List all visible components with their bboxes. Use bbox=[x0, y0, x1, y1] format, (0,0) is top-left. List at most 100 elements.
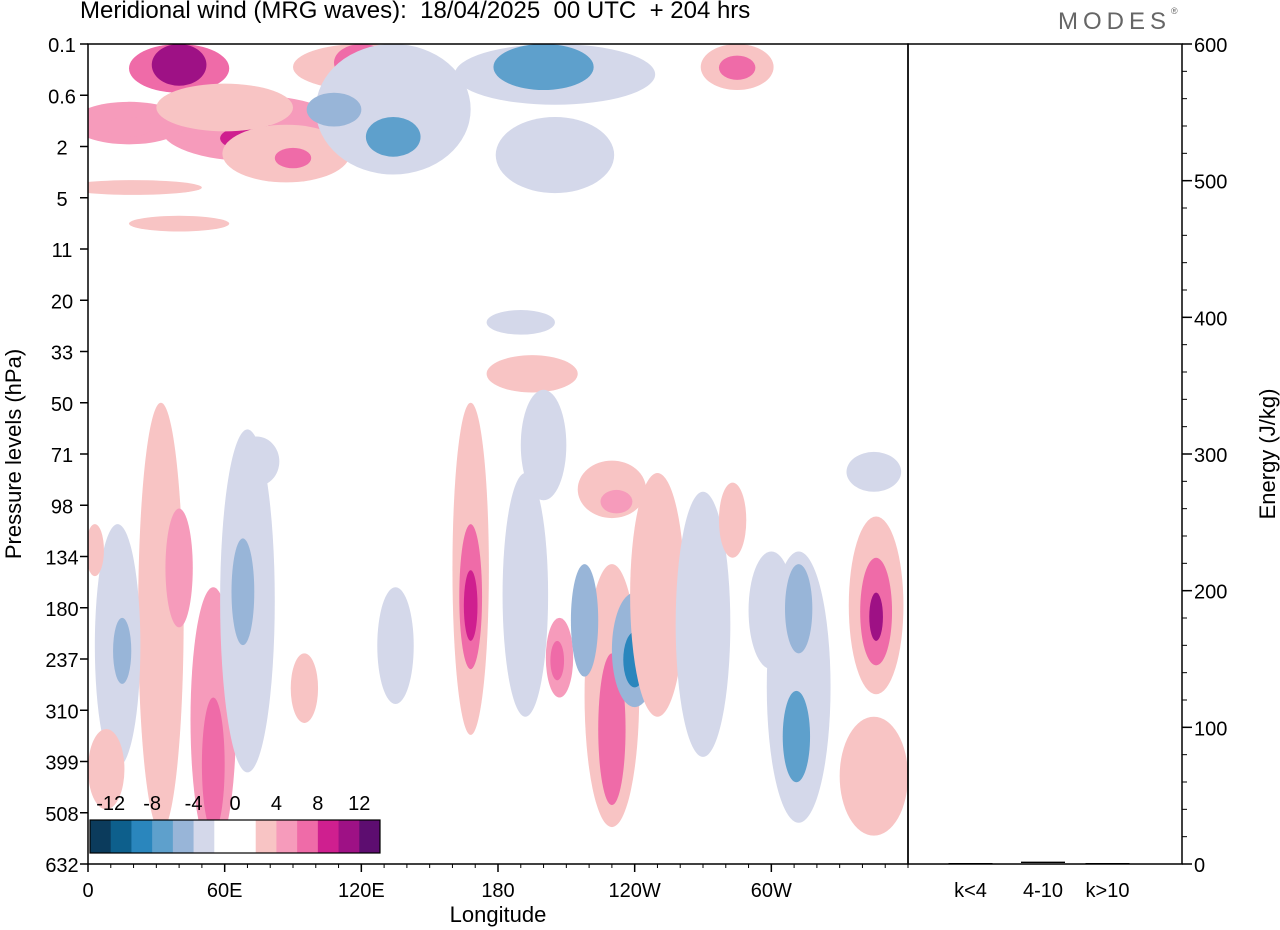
contour-region-40 bbox=[782, 690, 811, 783]
contour-region-15 bbox=[315, 44, 471, 175]
contour-region-48 bbox=[165, 508, 193, 628]
colorbar-swatch bbox=[276, 820, 298, 853]
y-axis: 0.1 0.6 2 5 11 20 33 50 71 98 134 180 237 310 399 508 63… bbox=[45, 35, 88, 877]
colorbar-swatch bbox=[172, 820, 195, 853]
contour-region-8 bbox=[156, 83, 293, 132]
y-tick-label: 399 bbox=[45, 753, 78, 775]
energy-tick-label: 600 bbox=[1194, 35, 1227, 57]
contour-region-36 bbox=[675, 491, 731, 757]
y-tick-label: 71 bbox=[51, 445, 73, 467]
contour-region-57 bbox=[377, 587, 414, 704]
energy-bars: k<4 4-10 k>10 bbox=[948, 861, 1130, 902]
contour-region-54 bbox=[113, 617, 132, 684]
contour-region-23 bbox=[600, 489, 633, 514]
y-tick-label: 20 bbox=[51, 291, 73, 313]
y-tick-label: 0.6 bbox=[48, 86, 76, 108]
colorbar-frame bbox=[89, 819, 381, 854]
energy-category-label: 4-10 bbox=[1023, 880, 1063, 902]
contour-region-1 bbox=[151, 44, 207, 86]
x-tick-label: 120E bbox=[338, 880, 385, 902]
colorbar: -12 -8 -4 0 4 8 12 bbox=[89, 793, 381, 854]
colorbar-label: 0 bbox=[229, 793, 240, 815]
contour-region-37 bbox=[718, 482, 747, 558]
y-tick-label: 134 bbox=[45, 548, 78, 570]
contour-region-29 bbox=[550, 640, 565, 681]
contour-field bbox=[88, 44, 908, 852]
x-tick-label: 120W bbox=[609, 880, 661, 902]
colorbar-label: -4 bbox=[185, 793, 203, 815]
colorbar-swatch bbox=[359, 820, 381, 853]
contour-region-50 bbox=[201, 697, 225, 832]
contour-region-14 bbox=[493, 44, 594, 91]
y-tick-label: 5 bbox=[56, 189, 67, 211]
contour-region-20 bbox=[718, 55, 756, 80]
y-tick-label: 98 bbox=[51, 496, 73, 518]
contour-region-12 bbox=[129, 215, 230, 232]
energy-axis-label: Energy (J/kg) bbox=[1255, 389, 1280, 520]
energy-tick-label: 400 bbox=[1194, 308, 1227, 330]
contour-region-61 bbox=[88, 524, 104, 577]
energy-tick-label: 300 bbox=[1194, 445, 1227, 467]
contour-region-11 bbox=[88, 180, 202, 195]
energy-category-label: k<4 bbox=[954, 880, 987, 902]
energy-tick-label: 200 bbox=[1194, 582, 1227, 604]
energy-category-label: k>10 bbox=[1086, 880, 1130, 902]
contour-region-45 bbox=[839, 716, 908, 836]
colorbar-swatch bbox=[235, 820, 257, 853]
y-tick-label: 2 bbox=[56, 138, 67, 160]
contour-region-7 bbox=[106, 116, 152, 138]
contour-region-39 bbox=[766, 551, 831, 823]
colorbar-label: -8 bbox=[143, 793, 161, 815]
y-tick-label: 11 bbox=[52, 240, 73, 262]
y-tick-label: 508 bbox=[45, 804, 78, 826]
contour-region-27 bbox=[502, 472, 549, 717]
contour-region-55 bbox=[88, 729, 125, 810]
y-tick-label: 632 bbox=[45, 855, 78, 877]
colorbar-swatch bbox=[110, 820, 132, 853]
x-tick-label: 60E bbox=[207, 880, 243, 902]
energy-bar bbox=[1021, 861, 1065, 863]
colorbar-swatch bbox=[152, 820, 174, 853]
energy-bar bbox=[948, 863, 993, 864]
contour-region-34 bbox=[570, 564, 599, 677]
contour-region-41 bbox=[785, 564, 813, 654]
x-tick-label: 180 bbox=[481, 880, 514, 902]
y-tick-label: 180 bbox=[45, 599, 78, 621]
colorbar-label: 12 bbox=[348, 793, 370, 815]
x-tick-label: 60W bbox=[751, 880, 792, 902]
contour-region-26 bbox=[463, 570, 478, 641]
colorbar-swatch bbox=[131, 820, 153, 853]
modes-logo-text: MODES bbox=[1058, 8, 1172, 35]
contour-region-44 bbox=[869, 592, 883, 641]
modes-logo: MODES® bbox=[1058, 6, 1178, 36]
colorbar-label: -12 bbox=[96, 793, 125, 815]
x-tick-label: 0 bbox=[82, 880, 93, 902]
registered-mark: ® bbox=[1171, 6, 1178, 16]
contour-region-17 bbox=[495, 116, 615, 194]
y-tick-label: 237 bbox=[45, 650, 78, 672]
contour-region-35 bbox=[630, 472, 685, 717]
contour-region-47 bbox=[138, 402, 184, 832]
contour-region-21 bbox=[486, 355, 578, 393]
colorbar-swatch bbox=[255, 820, 277, 853]
contour-region-16 bbox=[365, 116, 421, 157]
energy-plot-frame bbox=[907, 43, 1183, 865]
colorbar-swatch bbox=[90, 820, 112, 853]
colorbar-swatch bbox=[338, 820, 360, 853]
colorbar-label: 8 bbox=[312, 793, 323, 815]
energy-tick-label: 0 bbox=[1194, 855, 1205, 877]
contour-region-5 bbox=[274, 147, 312, 169]
colorbar-label: 4 bbox=[271, 793, 282, 815]
x-axis: 0 60E 120E 180 120W 60W bbox=[82, 864, 909, 902]
contour-region-58 bbox=[290, 653, 319, 723]
y-tick-label: 310 bbox=[45, 701, 78, 723]
colorbar-swatch bbox=[214, 820, 236, 853]
y-tick-label: 50 bbox=[51, 394, 73, 416]
y-tick-label: 33 bbox=[51, 343, 73, 365]
contour-region-60 bbox=[520, 389, 567, 501]
contour-region-52 bbox=[231, 538, 255, 646]
energy-tick-label: 500 bbox=[1194, 172, 1227, 194]
y-axis-label: Pressure levels (hPa) bbox=[1, 349, 26, 559]
y-tick-label: 0.1 bbox=[48, 35, 76, 57]
